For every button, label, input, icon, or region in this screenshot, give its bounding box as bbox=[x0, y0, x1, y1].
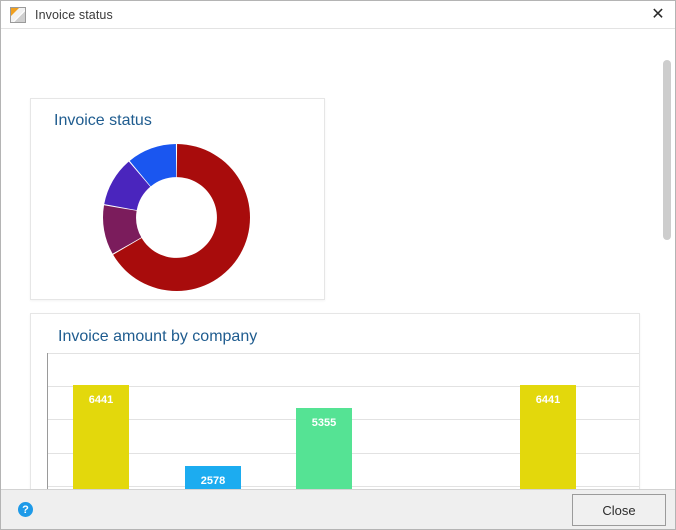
panel-invoice-status-title: Invoice status bbox=[54, 112, 152, 129]
titlebar: Invoice status ✕ bbox=[1, 1, 675, 29]
donut-slice-open[interactable] bbox=[113, 144, 251, 291]
donut-chart[interactable] bbox=[99, 140, 254, 295]
close-icon[interactable]: ✕ bbox=[651, 6, 665, 23]
donut-chart-svg bbox=[103, 144, 251, 291]
panel-invoice-amount-title: Invoice amount by company bbox=[58, 328, 258, 345]
bar-series: 6441 2578 5355 6441 bbox=[73, 385, 576, 489]
chart-image-icon bbox=[10, 6, 26, 23]
help-icon[interactable]: ? bbox=[18, 502, 33, 517]
scrollbar-thumb[interactable] bbox=[663, 60, 671, 240]
bar-company-c-label: 5355 bbox=[312, 417, 336, 429]
bar-company-b-label: 2578 bbox=[201, 475, 225, 487]
panel-invoice-status: Invoice status Open: 6 (66.67 %) bbox=[30, 98, 326, 348]
donut-slice-overdue[interactable] bbox=[104, 161, 151, 211]
bar-company-e-label: 6441 bbox=[536, 394, 560, 406]
bar-company-e[interactable] bbox=[520, 385, 576, 489]
dialog-footer: ? bbox=[1, 489, 675, 529]
bar-company-a-label: 6441 bbox=[89, 394, 113, 406]
close-button[interactable]: Close bbox=[572, 494, 666, 526]
dialog-content: Invoice status Open: 6 (66.67 %) Invoice… bbox=[1, 29, 675, 489]
bar-chart[interactable]: 6441 2578 5355 6441 bbox=[47, 353, 639, 489]
window-title: Invoice status bbox=[35, 7, 113, 22]
panel-invoice-amount: Invoice amount by company 6441 2578 5355 64… bbox=[30, 313, 640, 489]
bar-company-c[interactable] bbox=[296, 408, 352, 489]
scrollbar-track[interactable] bbox=[662, 30, 674, 488]
bar-chart-svg: 6441 2578 5355 6441 bbox=[47, 353, 639, 489]
bar-company-b[interactable] bbox=[185, 466, 241, 489]
donut-slice-draft[interactable] bbox=[129, 144, 177, 187]
bar-company-a[interactable] bbox=[73, 385, 129, 489]
donut-slice-paid[interactable] bbox=[103, 205, 142, 254]
